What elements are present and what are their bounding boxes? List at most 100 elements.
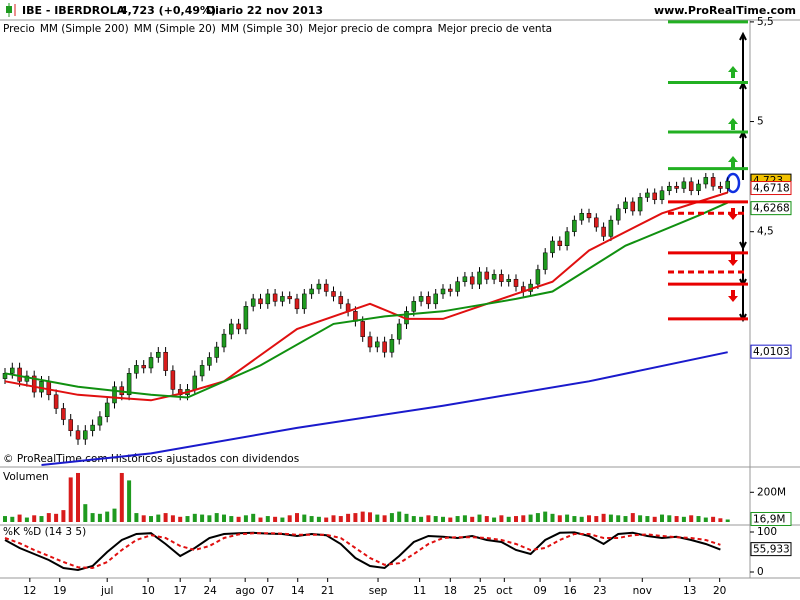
footer-note: © ProRealTime.com Históricos ajustados c… [3,453,299,465]
x-tick-label: 07 [261,585,274,597]
volume-bar [557,515,562,522]
candle-body [148,357,154,369]
legend-entry: Mejor precio de compra [308,23,432,35]
candle-body [484,271,490,280]
volume-bar [39,516,44,522]
candle-body [338,296,344,305]
x-tick-label: 21 [321,585,334,597]
candle-body [141,365,146,369]
volume-bar [134,513,139,522]
y-tick-label: 200M [757,486,786,498]
volume-bar [484,516,489,522]
end-label-box [750,201,792,216]
candle-body [688,181,694,191]
candle-body [703,177,709,185]
volume-bar [674,516,679,522]
candle-body [53,394,59,409]
volume-bar [17,514,22,522]
candle-body [718,185,723,189]
volume-bar [316,516,321,522]
candle-body [506,278,511,282]
volume-bar [273,516,278,522]
volume-bar [61,510,66,522]
y-tick-label: 4,5 [757,226,774,238]
candle-body [250,298,256,307]
quote: 4,723 (+0,49%) [120,4,216,17]
volume-bar [441,516,445,522]
volume-bar [426,515,431,522]
x-tick-label: 16 [563,585,577,597]
x-tick-label: 10 [141,585,154,597]
volume-bar [265,516,270,522]
volume-bar [32,515,37,522]
volume-bar [97,513,102,522]
candle-body [331,291,336,297]
volume-bar [105,511,110,522]
candle-body [477,271,482,285]
candle-body [382,341,387,353]
candle-body [564,231,570,246]
x-tick-label: 24 [203,585,217,597]
candle-body [214,346,219,358]
end-label-box [750,511,792,526]
volume-bar [243,515,248,522]
app-icon [6,3,16,17]
volume-bar [112,508,117,522]
volume-bar [163,513,168,522]
y-tick-label: 0 [757,566,764,578]
x-tick-label: 19 [53,585,66,597]
moving-average [4,191,729,402]
candle-body [221,333,227,348]
volume-bar [696,516,701,522]
candle-body [323,283,329,292]
x-tick-label: 25 [474,585,487,597]
candle-body [440,288,446,295]
volume-bar [346,513,351,522]
x-tick-label: ago [235,585,255,597]
volume-bar [309,516,314,522]
candle-body [674,185,679,189]
candle-body [513,278,519,287]
volume-bar [119,472,124,522]
volume-bar [127,480,132,522]
candle-body [134,365,139,374]
candle-body [90,424,95,431]
y-tick-label: 5 [757,116,764,128]
candle-body [68,419,73,431]
volume-bar [455,516,460,522]
volume-bar [353,513,358,522]
candle-body [623,201,628,209]
candle-body [557,240,563,246]
candle-body [75,430,81,440]
candle-body [272,293,278,302]
candle-body [579,213,584,221]
candle-body [594,217,599,228]
candle-body [448,288,453,292]
candle-body [418,296,424,302]
volume-bar [382,515,387,522]
volume-bar [280,517,285,522]
candle-body [302,293,307,310]
candle-body [265,293,271,305]
volume-bar [404,513,409,522]
volume-bar [703,517,708,522]
candle-body [309,288,314,295]
volume-bar [660,514,664,522]
end-label: 55,933 [753,544,790,556]
volume-bar [411,516,416,522]
candle-body [199,365,205,377]
volume-bar [565,514,570,522]
candle-body [61,408,66,420]
volume-bar [331,515,336,522]
volume-bar [630,513,635,522]
candle-body [389,339,395,353]
volume-bar [287,515,292,522]
end-label-box [750,542,792,557]
volume-bar [178,516,183,522]
end-label-box [750,181,792,196]
volume-bar [521,515,526,522]
candle-body [615,208,621,221]
volume-bar [579,516,584,522]
candle-body [696,183,701,191]
